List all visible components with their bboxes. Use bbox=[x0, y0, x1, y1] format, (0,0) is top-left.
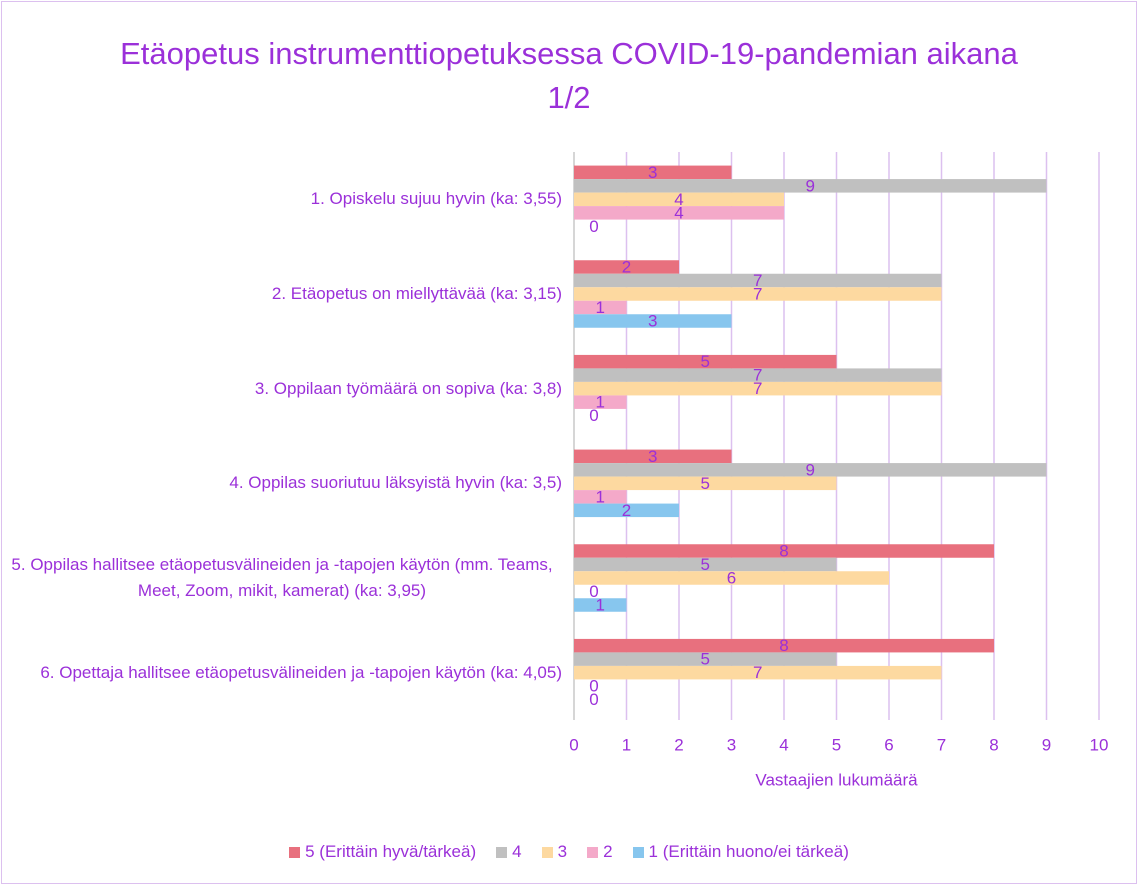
data-label: 8 bbox=[779, 636, 788, 655]
x-tick-label: 5 bbox=[832, 735, 841, 754]
bar bbox=[574, 571, 889, 585]
category-text: 2. Etäopetus on miellyttävää (ka: 3,15) bbox=[271, 284, 562, 303]
bar bbox=[574, 490, 627, 504]
bar bbox=[574, 638, 994, 653]
data-label: 0 bbox=[589, 582, 598, 601]
data-label: 1 bbox=[596, 393, 605, 412]
data-label: 5 bbox=[701, 352, 710, 371]
data-label: 5 bbox=[701, 650, 710, 669]
data-label: 3 bbox=[648, 311, 657, 330]
x-tick-label: 6 bbox=[884, 735, 893, 754]
data-label: 3 bbox=[648, 447, 657, 466]
legend-label: 2 bbox=[603, 842, 613, 861]
chart-title: Etäopetus instrumenttiopetuksessa COVID-… bbox=[120, 36, 1018, 115]
category-label: 5. Oppilas hallitsee etäopetusvälineiden… bbox=[2, 528, 562, 628]
category-label: 1. Opiskelu sujuu hyvin (ka: 3,55) bbox=[2, 149, 562, 249]
legend-swatch bbox=[289, 846, 301, 858]
data-label: 7 bbox=[753, 271, 762, 290]
x-tick-label: 9 bbox=[1042, 735, 1051, 754]
category-text: 1. Opiskelu sujuu hyvin (ka: 3,55) bbox=[310, 189, 562, 209]
x-tick-label: 10 bbox=[1090, 735, 1109, 754]
data-label: 3 bbox=[648, 163, 657, 182]
bar bbox=[574, 381, 942, 396]
bar bbox=[574, 395, 627, 409]
bar bbox=[574, 165, 732, 180]
bar bbox=[574, 368, 942, 382]
x-tick-label: 8 bbox=[989, 735, 998, 754]
bar bbox=[574, 314, 732, 328]
bar bbox=[574, 179, 1047, 193]
legend-item: 4 bbox=[496, 842, 522, 862]
data-label: 7 bbox=[753, 366, 762, 385]
data-label: 6 bbox=[727, 568, 736, 587]
legend-label: 4 bbox=[512, 842, 522, 861]
bar bbox=[574, 557, 837, 572]
bar bbox=[574, 287, 942, 301]
bar bbox=[574, 503, 679, 518]
category-label: 2. Etäopetus on miellyttävää (ka: 3,15) bbox=[2, 244, 562, 344]
data-label: 9 bbox=[806, 460, 815, 479]
legend: 5 (Erittäin hyvä/tärkeä) 4 3 2 1 (Erittäin h… bbox=[0, 842, 1138, 862]
bar bbox=[574, 273, 942, 288]
bar bbox=[574, 665, 942, 680]
legend-item: 3 bbox=[541, 842, 568, 862]
data-label: 9 bbox=[806, 176, 815, 195]
data-label: 0 bbox=[589, 406, 598, 425]
legend-item: 1 (Erittäin huono/ei tärkeä) bbox=[632, 842, 849, 862]
legend-item: 5 (Erittäin hyvä/tärkeä) bbox=[289, 842, 476, 862]
data-label: 7 bbox=[753, 284, 762, 303]
legend-label: 1 (Erittäin huono/ei tärkeä) bbox=[648, 842, 849, 861]
data-label: 5 bbox=[701, 555, 710, 574]
data-label: 2 bbox=[622, 501, 631, 520]
data-label: 0 bbox=[589, 690, 598, 709]
bar bbox=[574, 598, 627, 612]
x-tick-label: 0 bbox=[569, 735, 578, 754]
legend-label: 5 (Erittäin hyvä/tärkeä) bbox=[305, 842, 477, 861]
x-tick-label: 7 bbox=[937, 735, 946, 754]
bar bbox=[574, 652, 837, 666]
bar bbox=[574, 544, 994, 558]
legend-swatch bbox=[632, 846, 644, 858]
x-tick-label: 1 bbox=[622, 735, 631, 754]
data-label: 1 bbox=[596, 298, 605, 317]
bar bbox=[574, 476, 837, 491]
data-label: 1 bbox=[596, 487, 605, 506]
category-text: 5. Oppilas hallitsee etäopetusvälineiden… bbox=[11, 555, 553, 600]
data-label: 7 bbox=[753, 379, 762, 398]
bar bbox=[574, 206, 784, 220]
bar bbox=[574, 354, 837, 369]
data-label: 8 bbox=[779, 541, 788, 560]
bar bbox=[574, 192, 784, 207]
x-tick-label: 4 bbox=[779, 735, 788, 754]
legend-swatch bbox=[587, 846, 599, 858]
data-label: 0 bbox=[589, 677, 598, 696]
legend-item: 2 bbox=[587, 842, 613, 862]
data-label: 4 bbox=[674, 203, 683, 222]
category-label: 3. Oppilaan työmäärä on sopiva (ka: 3,8) bbox=[2, 339, 562, 439]
category-text: 4. Oppilas suoriutuu läksyistä hyvin (ka… bbox=[229, 473, 562, 493]
x-tick-label: 3 bbox=[727, 735, 736, 754]
x-axis-title: Vastaajien lukumäärä bbox=[755, 770, 918, 789]
data-label: 7 bbox=[753, 663, 762, 682]
legend-swatch bbox=[496, 846, 508, 858]
category-label: 6. Opettaja hallitsee etäopetusvälineide… bbox=[2, 623, 562, 723]
legend-swatch bbox=[541, 846, 553, 858]
data-label: 2 bbox=[622, 257, 631, 276]
data-label: 5 bbox=[701, 474, 710, 493]
bar bbox=[574, 449, 732, 464]
bar bbox=[574, 260, 679, 274]
bar bbox=[574, 463, 1047, 477]
data-label: 1 bbox=[596, 595, 605, 614]
category-label: 4. Oppilas suoriutuu läksyistä hyvin (ka… bbox=[2, 433, 562, 533]
bar bbox=[574, 300, 627, 315]
category-text: 3. Oppilaan työmäärä on sopiva (ka: 3,8) bbox=[254, 378, 562, 398]
category-text: 6. Opettaja hallitsee etäopetusvälineide… bbox=[40, 662, 562, 682]
x-tick-label: 2 bbox=[674, 735, 683, 754]
legend-label: 3 bbox=[557, 842, 568, 861]
data-label: 0 bbox=[589, 217, 598, 236]
data-label: 4 bbox=[674, 190, 683, 209]
